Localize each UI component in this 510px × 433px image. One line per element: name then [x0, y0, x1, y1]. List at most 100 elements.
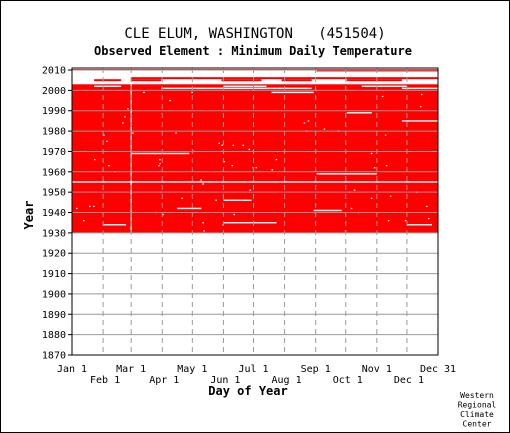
missing-point — [387, 220, 390, 222]
y-tick-label: 1890 — [42, 310, 66, 321]
y-axis-label: Year — [22, 201, 36, 230]
missing-point — [381, 95, 384, 98]
y-tick-label: 2010 — [42, 66, 66, 77]
missing-point — [158, 165, 160, 167]
missing-point — [223, 161, 226, 163]
missing-point — [200, 179, 202, 181]
missing-point — [215, 199, 217, 201]
missing-point — [419, 106, 422, 108]
x-tick-label: Feb 1 — [90, 375, 120, 386]
missing-point — [275, 158, 278, 161]
missing-point — [303, 122, 306, 124]
missing-point — [249, 189, 252, 191]
x-tick-label: Aug 1 — [272, 375, 302, 386]
missing-point — [162, 213, 164, 216]
data-row — [346, 79, 402, 82]
missing-point — [218, 142, 220, 144]
missing-point — [384, 134, 387, 136]
missing-point — [76, 207, 78, 210]
missing-point — [83, 220, 85, 222]
missing-point — [132, 132, 134, 134]
missing-point — [323, 128, 326, 130]
y-tick-labels: 1870 1880 1890 1900 1910 1920 1930 1940 1950 1960… — [42, 66, 66, 362]
x-tick-label: Nov 1 — [362, 364, 392, 375]
grid-lines — [68, 67, 439, 356]
missing-point — [94, 158, 96, 161]
y-tick-label: 1960 — [42, 167, 66, 178]
missing-point — [143, 91, 145, 94]
x-axis-label: Day of Year — [208, 384, 287, 398]
y-tick-label: 1920 — [42, 249, 66, 260]
missing-segment — [361, 85, 407, 88]
y-tick-label: 2000 — [42, 86, 66, 97]
y-tick-label: 1970 — [42, 147, 66, 158]
missing-segment — [406, 224, 432, 226]
missing-point — [255, 167, 258, 169]
y-tick-label: 1930 — [42, 228, 66, 239]
missing-point — [93, 205, 95, 208]
missing-point — [130, 228, 132, 230]
missing-point — [202, 183, 204, 185]
missing-point — [370, 152, 373, 155]
missing-point — [159, 163, 161, 165]
missing-point — [307, 120, 310, 122]
y-tick-label: 1990 — [42, 106, 66, 117]
missing-point — [124, 116, 126, 118]
missing-point — [108, 165, 110, 167]
missing-point — [221, 144, 224, 146]
missing-point — [191, 91, 193, 94]
x-tick-label: Jan 1 — [57, 364, 87, 375]
missing-point — [202, 222, 204, 224]
missing-segment — [401, 120, 438, 122]
x-tick-label: May 1 — [177, 364, 207, 375]
credit-line: Regional — [458, 401, 497, 410]
missing-point — [203, 230, 205, 232]
x-tick-labels: Jan 1 Mar 1 May 1 Jul 1 Sep 1 Nov 1 Dec 31 Feb … — [57, 364, 456, 386]
x-tick-label: Jul 1 — [238, 364, 268, 375]
missing-point — [106, 140, 108, 142]
missing-point — [233, 213, 236, 216]
missing-point — [242, 144, 245, 146]
missing-segment — [177, 207, 202, 210]
missing-point — [232, 144, 235, 146]
credit-line: Western — [460, 391, 494, 400]
x-tick-label: Dec 31 — [420, 364, 456, 375]
missing-segment — [271, 91, 314, 94]
x-tick-label: Apr 1 — [149, 375, 179, 386]
y-tick-label: 1980 — [42, 127, 66, 138]
data-period-block — [72, 84, 438, 233]
x-tick-label: Mar 1 — [116, 364, 146, 375]
plot-border — [71, 67, 439, 356]
missing-point — [385, 165, 388, 167]
missing-point — [425, 205, 428, 208]
missing-segment — [223, 221, 277, 224]
missing-segment — [316, 173, 377, 175]
y-tick-label: 1950 — [42, 188, 66, 199]
x-tick-label: Sep 1 — [301, 364, 331, 375]
x-tick-label: Oct 1 — [333, 375, 363, 386]
missing-point — [122, 122, 124, 124]
missing-point — [231, 165, 234, 167]
y-tick-label: 1880 — [42, 330, 66, 341]
data-bars — [72, 69, 439, 233]
missing-segment — [401, 87, 438, 90]
y-tick-label: 1900 — [42, 289, 66, 300]
y-tick-label: 1910 — [42, 269, 66, 280]
chart-title: CLE ELUM, WASHINGTON (451504) — [124, 26, 385, 42]
missing-segment — [94, 85, 122, 88]
missing-segment — [72, 181, 132, 183]
missing-point — [404, 220, 407, 222]
missing-segment — [103, 224, 127, 226]
missing-segment — [346, 112, 372, 114]
chart-subtitle: Observed Element : Minimum Daily Tempera… — [94, 44, 412, 58]
missing-segment — [223, 199, 252, 202]
missing-segment — [223, 85, 267, 88]
credit-line: Center — [463, 420, 492, 429]
missing-segment — [131, 181, 439, 183]
missing-point — [350, 207, 353, 210]
data-row — [94, 79, 122, 82]
y-tick-label: 1870 — [42, 351, 66, 362]
credit-line: Climate — [460, 410, 494, 419]
missing-point — [103, 134, 105, 136]
